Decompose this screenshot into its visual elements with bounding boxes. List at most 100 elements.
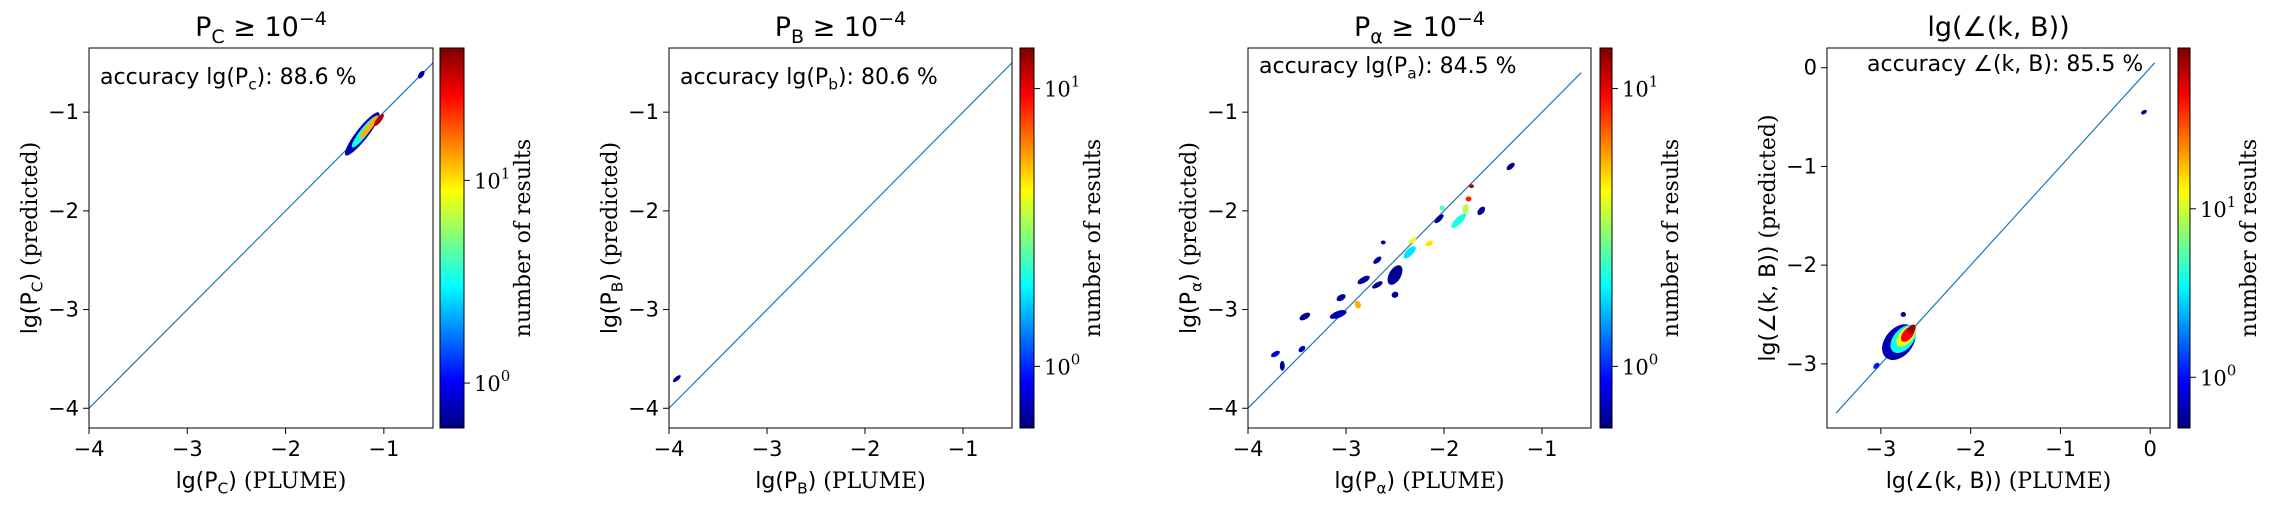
colorbar-gradient [1599,47,1613,429]
colorbar-tick-label: 100 [2200,361,2236,390]
colorbar-label: number of results [2237,139,2262,337]
colorbar-tick-label: 100 [1622,350,1658,379]
accuracy-annotation: accuracy lg(Pa): 84.5 % [1259,54,1517,83]
plot-area [89,62,433,409]
panel-4: −3 −2 −1 0 −3 −2 −1 0 lg(∠(k, B)) lg(∠(k, B)) (PL… [1756,12,2262,494]
chart-title: lg(∠(k, B)) [1927,12,2069,43]
x-tick-label: −2 [1429,437,1460,461]
density-blob-5 [417,70,425,79]
y-tick-label: −3 [48,298,79,322]
y-tick-label: −4 [628,396,659,420]
density-blob-15 [1408,236,1417,244]
density-blob-4 [374,114,384,127]
panel-2: −4 −3 −2 −1 −4 −3 −2 −1 PB ≥ 10−4 lg(PB) (PLUME) l… [598,8,1106,498]
density-blob-21 [1465,196,1472,202]
density-blob-18 [1439,205,1445,211]
x-axis-label: lg(Pα) (PLUME) [1334,469,1504,498]
y-axis-label: lg(∠(k, B)) (predicted) [1756,114,1781,361]
density-blob-9 [1372,281,1383,289]
colorbar-gradient [439,47,465,429]
y-tick-label: −2 [628,199,659,223]
density-blob-16 [1425,240,1433,247]
axes-frame [88,47,434,429]
identity-line [1835,62,2156,414]
density-blob-7 [1354,300,1361,309]
accuracy-annotation: accuracy lg(Pc): 88.6 % [100,65,357,94]
density-blob-4 [1299,312,1311,321]
y-tick-label: −1 [1786,154,1817,178]
y-tick-label: −1 [48,100,79,124]
colorbar-label: number of results [1081,139,1106,337]
axes-frame [1247,47,1592,429]
y-tick-label: −4 [1207,396,1238,420]
density-blob-3 [1279,360,1285,371]
colorbar-tick-label: 101 [474,164,510,193]
plot-area [669,62,1012,409]
identity-line [669,62,1012,409]
x-tick-label: −3 [1331,437,1362,461]
y-axis-label: lg(PB) (predicted) [598,142,627,334]
y-tick-label: −1 [628,100,659,124]
density-blob-6 [1336,294,1346,302]
density-blob-5 [1907,324,1916,334]
x-tick-label: −3 [752,437,783,461]
colorbar-tick-label: 101 [1044,73,1080,102]
x-tick-label: −3 [1865,437,1896,461]
plot-area [1835,62,2156,414]
y-tick-label: −2 [48,199,79,223]
y-tick-label: −3 [1786,352,1817,376]
chart-title: Pα ≥ 10−4 [1354,8,1485,48]
y-axis-label: lg(Pα) (predicted) [1177,142,1206,334]
y-tick-label: −2 [1786,253,1817,277]
y-tick-label: −4 [48,396,79,420]
x-axis-label: lg(PC) (PLUME) [176,469,347,498]
x-tick-label: −4 [1233,437,1264,461]
colorbar-label: number of results [511,139,536,337]
colorbar-label: number of results [1659,139,1684,337]
colorbar-tick-label: 100 [474,367,510,396]
chart-title: PC ≥ 10−4 [195,8,327,48]
plot-area [1248,72,1582,409]
y-tick-label: −2 [1207,199,1238,223]
y-tick-label: −3 [628,298,659,322]
density-blob-8 [2141,109,2147,115]
panel-1: −4 −3 −2 −1 −4 −3 −2 −1 PC ≥ 10−4 lg(PC) (PLUME) l… [18,8,536,498]
x-tick-label: −1 [948,437,979,461]
density-blob-3 [359,115,379,139]
x-tick-label: −2 [1955,437,1986,461]
x-tick-label: −3 [172,437,203,461]
colorbar-gradient [1019,47,1035,429]
density-blob-20 [1462,204,1469,214]
x-tick-label: −1 [2045,437,2076,461]
density-blob-22 [1468,184,1474,189]
density-blob-12 [1391,291,1399,298]
density-blob-6 [1900,312,1907,317]
x-tick-label: −1 [368,437,399,461]
panel-3: −4 −3 −2 −1 −4 −3 −2 −1 Pα ≥ 10−4 lg(Pα) (PLUME) l… [1177,8,1684,498]
colorbar-tick-label: 101 [1622,73,1658,102]
colorbar: 100 101 number of results [1019,47,1106,429]
y-tick-label: 0 [1804,56,1817,80]
density-blob-2 [1298,345,1306,353]
density-blob-11 [1387,265,1403,285]
colorbar-tick-label: 100 [1044,350,1080,379]
density-blob-1 [1271,350,1280,358]
density-blob-19 [1451,213,1467,229]
y-tick-label: −3 [1207,298,1238,322]
x-tick-label: −1 [1527,437,1558,461]
colorbar-gradient [2177,47,2191,429]
accuracy-annotation: accuracy ∠(k, B): 85.5 % [1867,52,2143,77]
x-axis-label: lg(∠(k, B)) (PLUME) [1886,469,2111,494]
axes-frame [668,47,1013,429]
density-blob-13 [1380,240,1386,245]
density-blob-7 [1873,362,1880,369]
y-axis-label: lg(PC) (predicted) [18,142,47,334]
colorbar: 100 101 number of results [1599,47,1684,429]
x-axis-label: lg(PB) (PLUME) [755,469,926,498]
accuracy-annotation: accuracy lg(Pb): 80.6 % [680,65,938,94]
density-blob-8 [1357,275,1370,285]
density-blob-23 [1477,206,1486,216]
